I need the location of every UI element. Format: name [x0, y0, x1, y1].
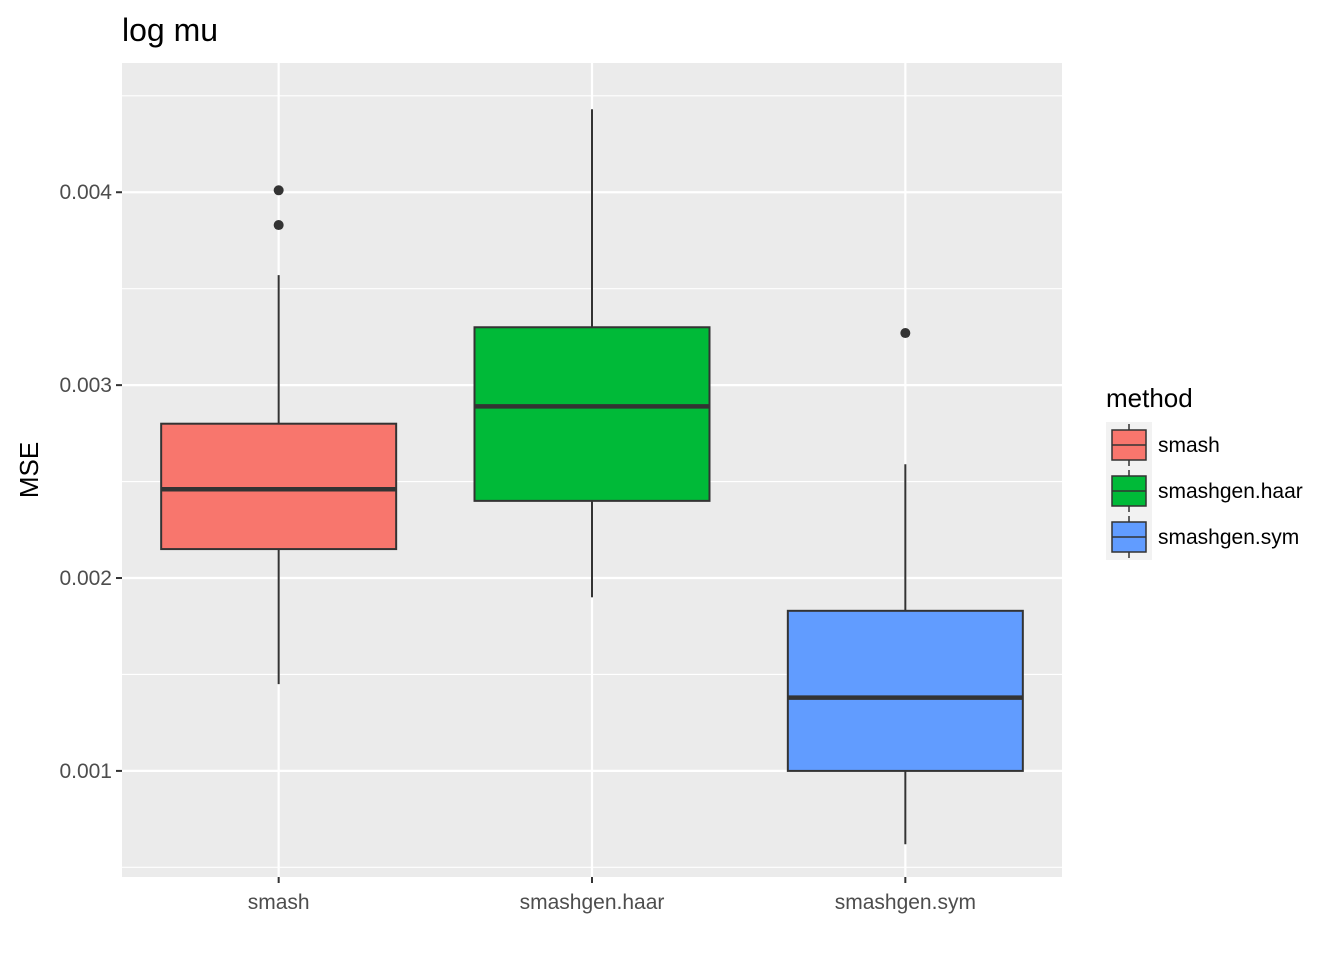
x-tick-label: smash — [248, 891, 310, 914]
box — [786, 609, 1024, 772]
legend: method smash smashgen.haar smashgen.sym — [1106, 383, 1303, 560]
box — [160, 422, 398, 551]
box-group-smashgen-sym — [786, 328, 1024, 845]
legend-label: smashgen.sym — [1158, 526, 1299, 549]
box — [473, 326, 711, 502]
box-group-smashgen-haar — [473, 109, 711, 598]
x-tick-label: smashgen.sym — [835, 891, 976, 914]
y-axis-title: MSE — [14, 442, 44, 498]
legend-item-smashgen-sym: smashgen.sym — [1106, 514, 1299, 560]
legend-label: smashgen.haar — [1158, 480, 1303, 503]
y-tick-label: 0.002 — [59, 567, 112, 590]
x-tick-label: smashgen.haar — [520, 891, 665, 914]
y-axis: 0.001 0.002 0.003 0.004 — [59, 181, 122, 783]
y-tick-label: 0.003 — [59, 374, 112, 397]
boxes — [160, 109, 1024, 845]
x-axis: smash smashgen.haar smashgen.sym — [248, 877, 976, 914]
legend-label: smash — [1158, 434, 1220, 457]
y-tick-label: 0.001 — [59, 760, 112, 783]
outlier-point — [273, 220, 284, 231]
legend-item-smashgen-haar: smashgen.haar — [1106, 468, 1303, 514]
outlier-point — [900, 328, 911, 339]
outlier-point — [273, 185, 284, 196]
box-group-smash — [160, 185, 398, 685]
legend-title: method — [1106, 383, 1193, 413]
legend-item-smash: smash — [1106, 422, 1220, 468]
chart-title: log mu — [122, 12, 218, 48]
y-tick-label: 0.004 — [59, 181, 112, 204]
